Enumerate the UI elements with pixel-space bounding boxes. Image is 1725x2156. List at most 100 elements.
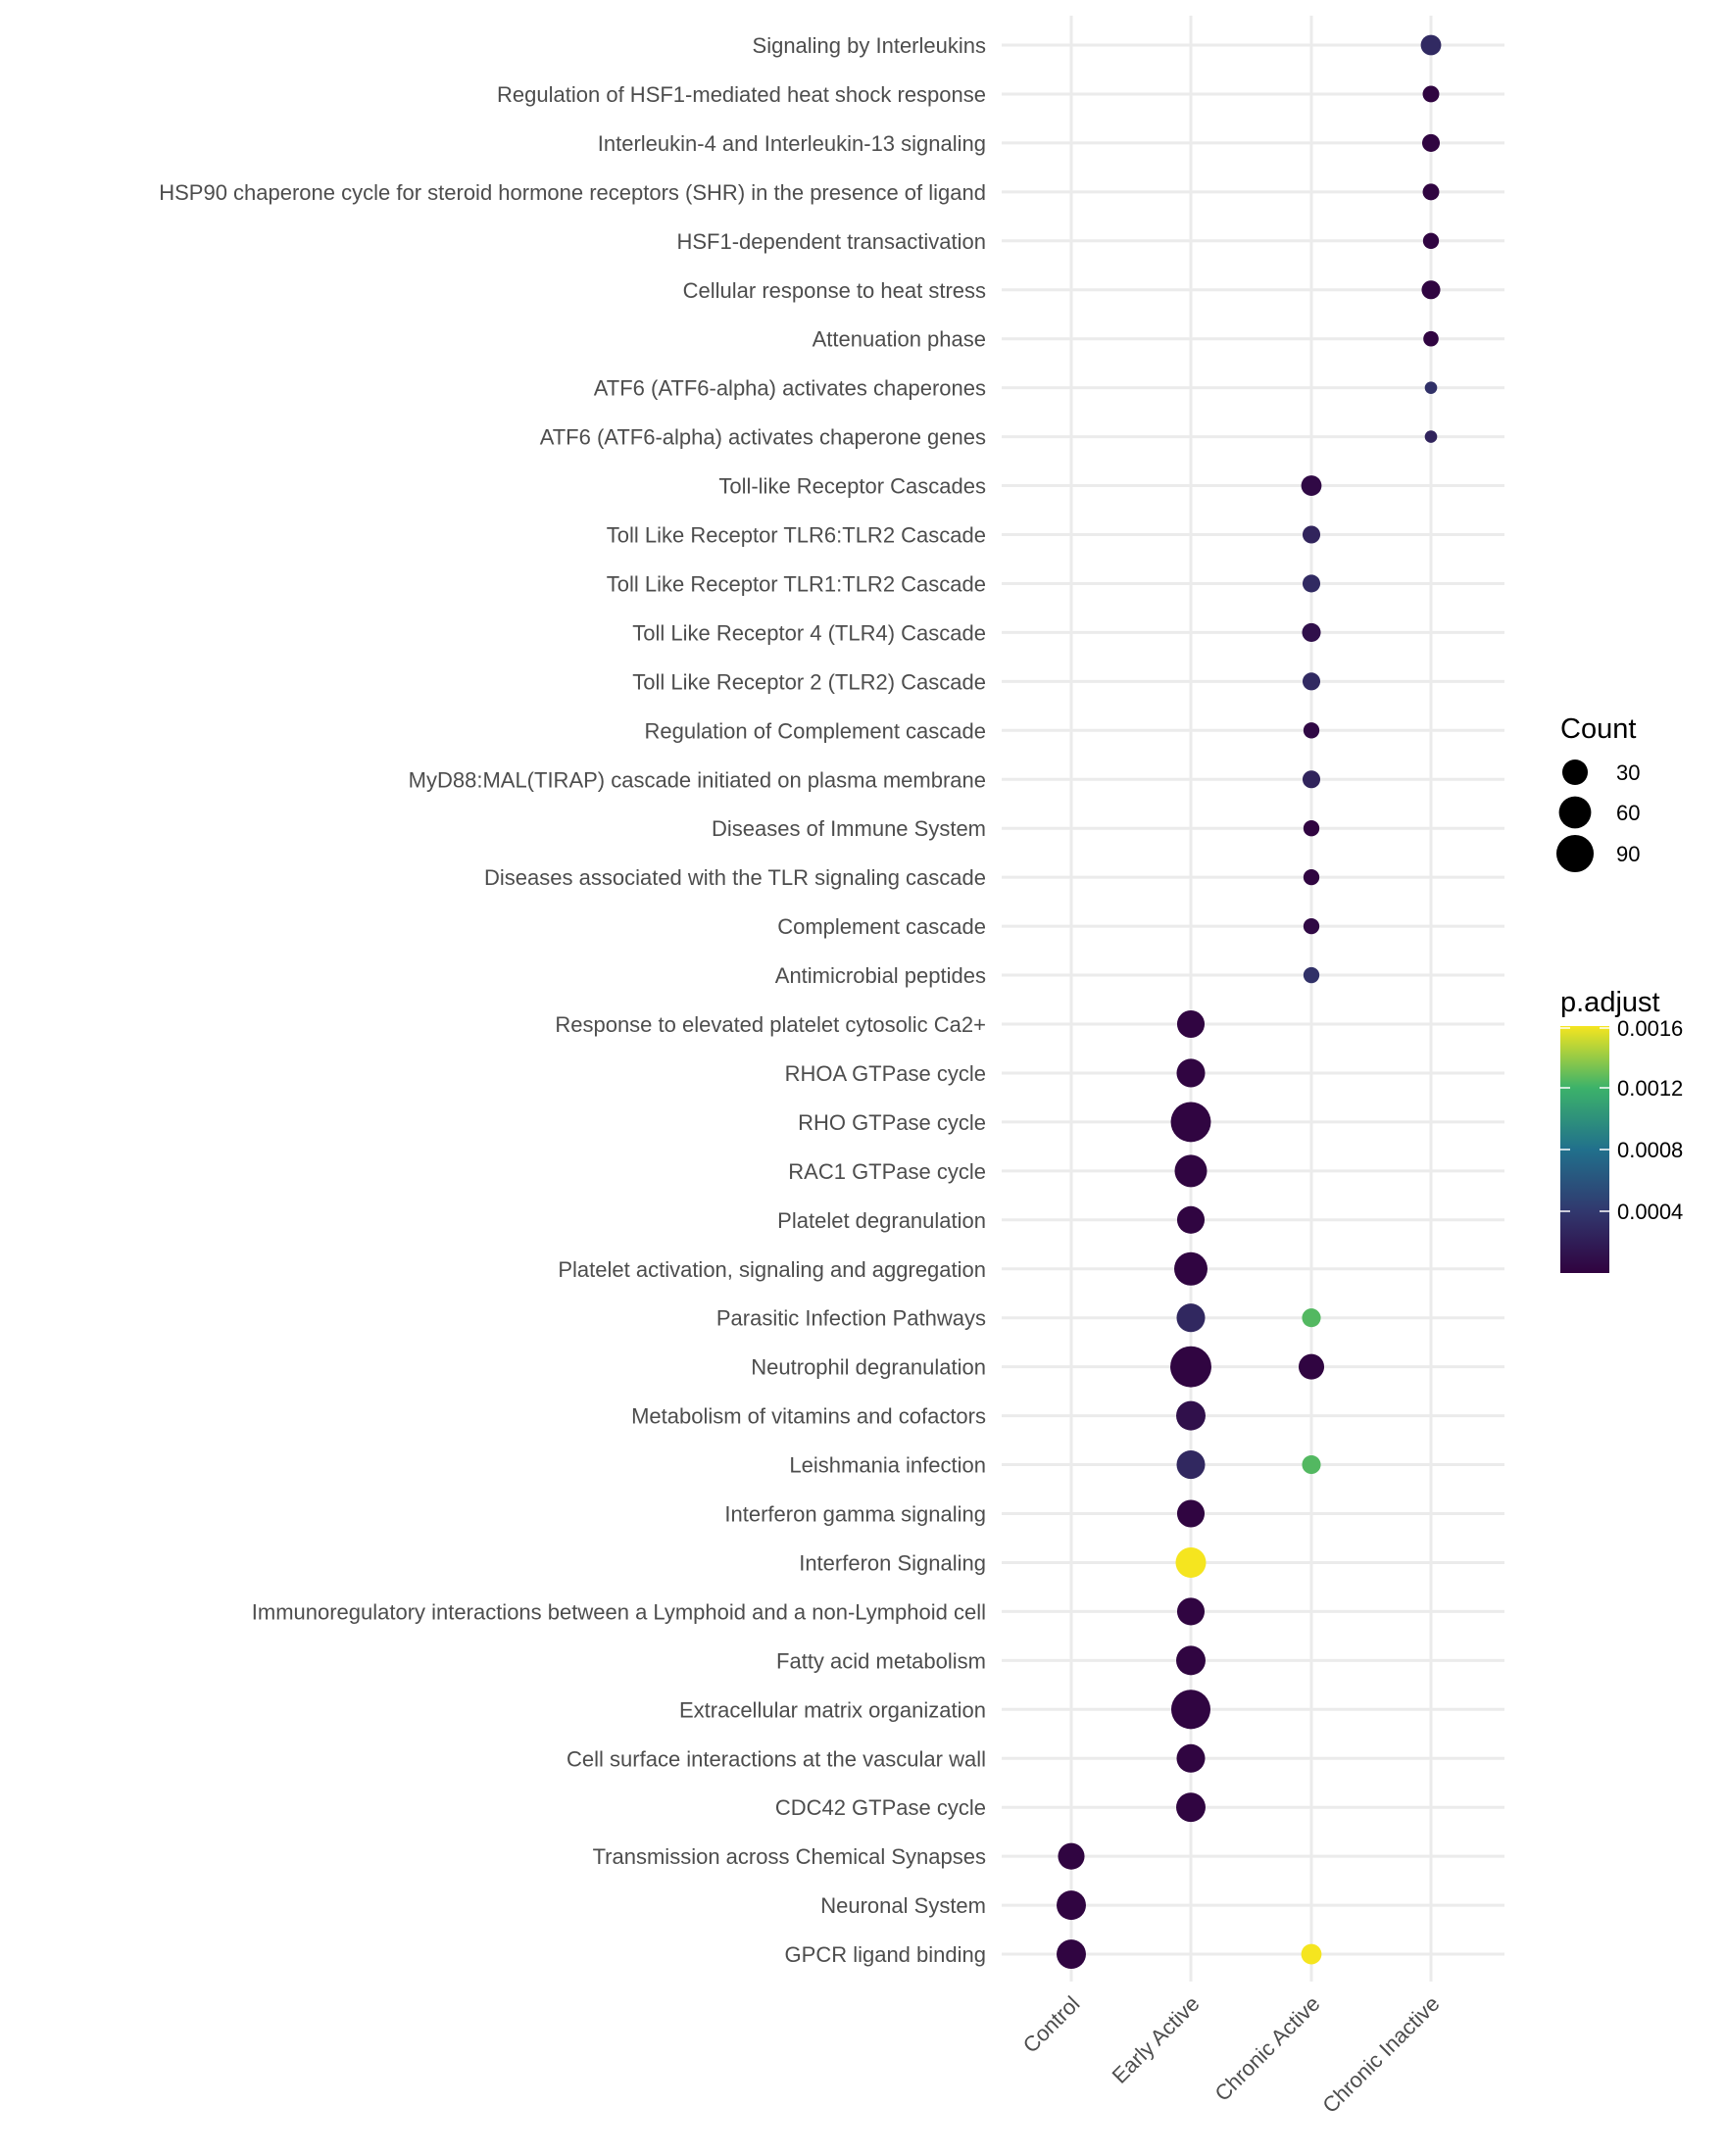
- x-tick-label: Control: [1018, 1991, 1085, 2058]
- data-point: [1422, 232, 1440, 249]
- data-point: [1302, 525, 1321, 544]
- data-point: [1176, 1450, 1206, 1480]
- y-tick-label: Toll Like Receptor TLR6:TLR2 Cascade: [607, 523, 986, 548]
- y-tick-label: Interferon Signaling: [799, 1550, 986, 1575]
- data-point: [1176, 1009, 1206, 1039]
- data-point: [1175, 1546, 1207, 1578]
- y-tick-label: Fatty acid metabolism: [776, 1648, 986, 1673]
- data-point: [1303, 820, 1320, 837]
- y-tick-label: Toll Like Receptor 4 (TLR4) Cascade: [632, 620, 986, 645]
- y-tick-label: Immunoregulatory interactions between a …: [252, 1599, 986, 1624]
- y-tick-label: Transmission across Chemical Synapses: [593, 1844, 986, 1869]
- y-tick-label: Complement cascade: [777, 914, 986, 939]
- y-tick-label: Antimicrobial peptides: [775, 963, 986, 988]
- y-tick-label: Regulation of Complement cascade: [644, 718, 986, 743]
- y-tick-label: Attenuation phase: [813, 327, 986, 352]
- colorbar-label: 0.0004: [1617, 1200, 1683, 1224]
- colorbar-label: 0.0016: [1617, 1016, 1683, 1041]
- data-point: [1176, 1400, 1206, 1431]
- y-tick-label: HSF1-dependent transactivation: [676, 229, 986, 254]
- colorbar-label: 0.0012: [1617, 1076, 1683, 1101]
- data-point: [1302, 770, 1321, 789]
- y-tick-label: Toll Like Receptor TLR1:TLR2 Cascade: [607, 571, 986, 596]
- y-tick-label: Cellular response to heat stress: [683, 278, 986, 303]
- count-legend-label: 60: [1616, 801, 1640, 825]
- data-point: [1057, 1939, 1086, 1970]
- data-point: [1303, 868, 1320, 886]
- y-tick-label: RAC1 GTPase cycle: [788, 1159, 986, 1184]
- y-tick-label: ATF6 (ATF6-alpha) activates chaperones: [594, 376, 986, 401]
- p-adjust-legend: p.adjust 0.0016 0.0012 0.0008 0.0004: [1560, 987, 1683, 1273]
- data-point: [1422, 85, 1440, 103]
- data-point: [1176, 1058, 1206, 1088]
- data-point: [1301, 1943, 1322, 1965]
- y-tick-label: Extracellular matrix organization: [679, 1697, 986, 1722]
- x-tick-label: Early Active: [1108, 1991, 1205, 2088]
- y-tick-label: Platelet activation, signaling and aggre…: [558, 1257, 986, 1282]
- y-tick-label: ATF6 (ATF6-alpha) activates chaperone ge…: [540, 425, 986, 450]
- y-tick-label: Toll Like Receptor 2 (TLR2) Cascade: [632, 669, 986, 694]
- y-tick-label: Leishmania infection: [789, 1453, 986, 1478]
- data-point: [1303, 966, 1320, 984]
- count-legend-label: 90: [1616, 842, 1640, 866]
- x-tick-label: Chronic Active: [1209, 1991, 1324, 2106]
- y-tick-label: HSP90 chaperone cycle for steroid hormon…: [159, 180, 986, 205]
- data-point: [1302, 1308, 1321, 1328]
- data-points: [1057, 34, 1442, 1970]
- data-point: [1176, 1645, 1206, 1676]
- data-point: [1176, 1205, 1206, 1234]
- data-point: [1174, 1154, 1208, 1188]
- y-tick-label: RHOA GTPase cycle: [785, 1061, 986, 1086]
- data-point: [1170, 1690, 1211, 1730]
- y-tick-label: Metabolism of vitamins and cofactors: [631, 1404, 986, 1429]
- y-tick-label: Neutrophil degranulation: [751, 1355, 986, 1380]
- data-point: [1302, 1455, 1321, 1475]
- data-point: [1301, 475, 1322, 496]
- y-tick-label: Neuronal System: [820, 1893, 986, 1918]
- y-tick-label: MyD88:MAL(TIRAP) cascade initiated on pl…: [409, 767, 986, 792]
- data-point: [1170, 1346, 1211, 1388]
- data-point: [1302, 622, 1321, 642]
- y-tick-label: Parasitic Infection Pathways: [716, 1306, 986, 1331]
- y-tick-label: RHO GTPase cycle: [798, 1110, 986, 1135]
- y-tick-label: GPCR ligand binding: [785, 1942, 986, 1967]
- data-point: [1170, 1102, 1211, 1143]
- data-point: [1302, 574, 1321, 593]
- data-point: [1176, 1597, 1206, 1626]
- y-tick-label: Response to elevated platelet cytosolic …: [555, 1012, 986, 1037]
- data-point: [1298, 1353, 1325, 1380]
- count-legend-key: [1561, 759, 1589, 786]
- data-point: [1302, 672, 1321, 691]
- data-point: [1303, 917, 1320, 935]
- data-point: [1424, 381, 1438, 394]
- p-adjust-legend-title: p.adjust: [1560, 987, 1660, 1018]
- y-tick-label: Signaling by Interleukins: [753, 33, 986, 58]
- x-tick-label: Chronic Inactive: [1317, 1991, 1444, 2118]
- data-point: [1424, 430, 1438, 443]
- data-point: [1421, 133, 1441, 152]
- data-point: [1423, 330, 1439, 347]
- data-point: [1174, 1251, 1208, 1286]
- y-tick-label: Diseases of Immune System: [712, 816, 986, 841]
- data-point: [1421, 280, 1441, 300]
- data-point: [1176, 1743, 1206, 1773]
- data-point: [1176, 1792, 1206, 1823]
- data-point: [1176, 1303, 1206, 1333]
- data-point: [1303, 722, 1320, 739]
- data-point: [1058, 1842, 1085, 1870]
- data-point: [1422, 183, 1440, 201]
- y-axis-labels: Signaling by Interleukins Regulation of H…: [159, 33, 986, 1967]
- y-tick-label: Interferon gamma signaling: [724, 1502, 986, 1527]
- data-point: [1420, 34, 1442, 56]
- count-legend-key: [1555, 834, 1595, 873]
- count-legend-key: [1558, 796, 1592, 829]
- y-tick-label: Interleukin-4 and Interleukin-13 signali…: [598, 131, 986, 156]
- count-legend: Count 30 60 90: [1555, 713, 1640, 873]
- y-tick-label: CDC42 GTPase cycle: [775, 1795, 986, 1820]
- count-legend-label: 30: [1616, 760, 1640, 785]
- y-tick-label: Cell surface interactions at the vascula…: [567, 1746, 986, 1771]
- y-tick-label: Platelet degranulation: [777, 1208, 986, 1233]
- y-tick-label: Diseases associated with the TLR signali…: [484, 865, 986, 890]
- data-point: [1057, 1890, 1086, 1921]
